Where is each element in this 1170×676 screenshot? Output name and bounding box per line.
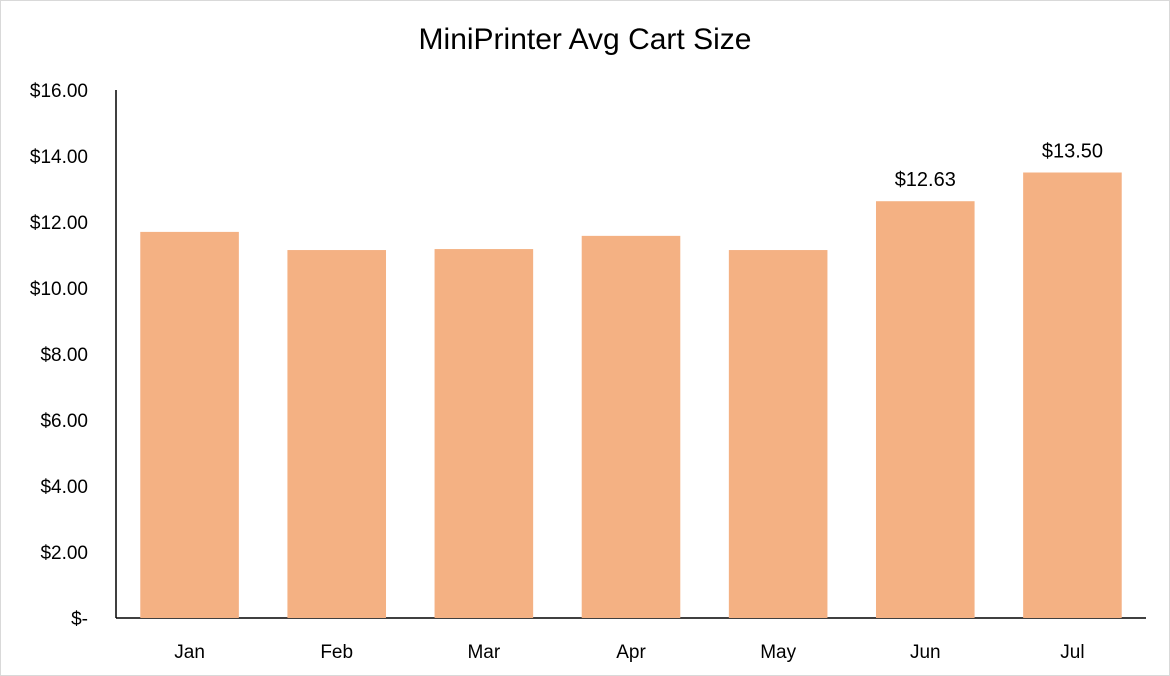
x-tick-label: May (760, 642, 796, 663)
bar-jul (1023, 172, 1122, 618)
x-tick-label: Jun (910, 642, 941, 663)
chart-title: MiniPrinter Avg Cart Size (418, 23, 752, 56)
bar-feb (287, 250, 387, 619)
y-tick-label: $4.00 (40, 477, 88, 498)
data-label: $13.50 (1042, 141, 1103, 163)
y-tick-label: $14.00 (30, 147, 88, 168)
bars (140, 172, 1122, 619)
bar-apr (581, 235, 681, 619)
bar-jun (875, 201, 975, 618)
y-tick-label: $8.00 (40, 345, 88, 366)
labels: Jan Feb Mar Apr May Jun $12.63 Jul $13.50 (174, 141, 1103, 664)
data-label: $12.63 (895, 169, 956, 191)
y-tick-label: $6.00 (40, 411, 88, 432)
y-tick-label: $2.00 (40, 543, 88, 564)
x-tick-label: Jul (1060, 642, 1084, 663)
y-tick-label: $10.00 (30, 279, 88, 300)
x-tick-label: Mar (467, 642, 500, 663)
y-tick-label: $16.00 (30, 81, 88, 102)
x-tick-label: Apr (616, 642, 646, 663)
x-tick-label: Feb (320, 642, 353, 663)
bar-jan (140, 231, 239, 618)
y-tick-label: $12.00 (30, 213, 88, 234)
y-tick-label: $- (71, 609, 88, 630)
x-tick-label: Jan (174, 642, 205, 663)
bar-may (728, 250, 828, 619)
bar-mar (434, 249, 534, 618)
